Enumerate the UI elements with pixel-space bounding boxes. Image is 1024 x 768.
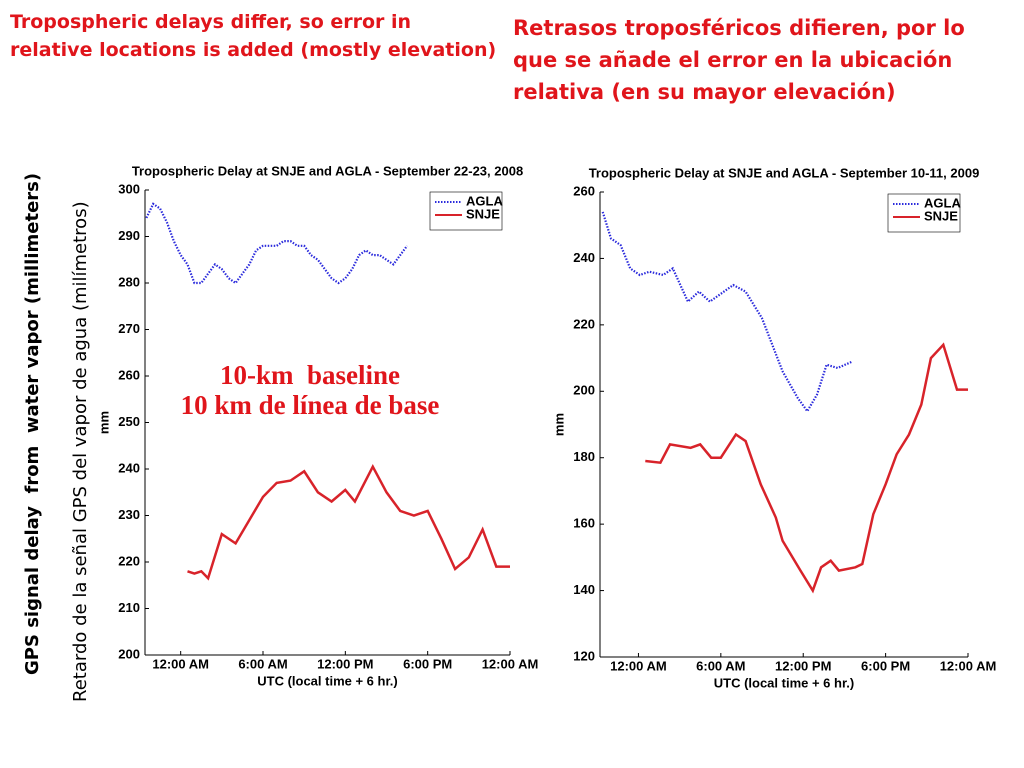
legend-label: AGLA (924, 195, 961, 210)
x-tick-label: 12:00 AM (152, 656, 209, 671)
y-tick-label: 250 (118, 414, 140, 429)
y-tick-label: 270 (118, 321, 140, 336)
legend-label: SNJE (924, 208, 958, 223)
x-tick-label: 12:00 AM (482, 656, 539, 671)
y-axis-label: mm (96, 411, 111, 434)
x-tick-label: 12:00 PM (775, 658, 831, 673)
y-tick-label: 230 (118, 507, 140, 522)
x-axis-label: UTC (local time + 6 hr.) (257, 673, 398, 688)
legend-label: SNJE (466, 206, 500, 221)
legend-box (887, 193, 961, 233)
x-tick-label: 6:00 PM (403, 656, 452, 671)
x-tick-label: 12:00 AM (610, 658, 667, 673)
y-tick-label: 200 (118, 646, 140, 661)
title-es: Retrasos troposféricos difieren, por lo … (513, 16, 965, 104)
annotation-en: 10-km baseline (219, 360, 400, 390)
annotation-es: 10 km de línea de base (180, 390, 440, 420)
legend-label: AGLA (466, 193, 503, 208)
x-tick-label: 6:00 PM (861, 658, 910, 673)
y-tick-label: 180 (573, 449, 595, 464)
y-tick-label: 260 (118, 367, 140, 382)
series-line (145, 202, 408, 285)
x-tick-label: 6:00 AM (238, 656, 287, 671)
series-line (645, 342, 968, 594)
y-tick-label: 140 (573, 582, 595, 597)
y-tick-label: 210 (118, 600, 140, 615)
x-tick-label: 12:00 PM (317, 656, 373, 671)
y-tick-label: 280 (118, 274, 140, 289)
y-tick-label: 290 (118, 228, 140, 243)
x-tick-label: 6:00 AM (696, 658, 745, 673)
y-tick-label: 220 (118, 553, 140, 568)
y-tick-label: 240 (573, 250, 595, 265)
series-line (601, 211, 854, 414)
y-tick-label: 300 (118, 181, 140, 196)
y-tick-label: 220 (573, 316, 595, 331)
x-axis-label: UTC (local time + 6 hr.) (714, 675, 855, 690)
chart-title: Tropospheric Delay at SNJE and AGLA - Se… (132, 163, 523, 178)
y-tick-label: 160 (573, 516, 595, 531)
y-tick-label: 200 (573, 383, 595, 398)
y-axis-label: mm (551, 413, 566, 436)
series-line (187, 464, 510, 581)
chart-title: Tropospheric Delay at SNJE and AGLA - Se… (589, 165, 980, 180)
x-tick-label: 12:00 AM (940, 658, 997, 673)
title-en: Tropospheric delays differ, so error in … (10, 11, 497, 61)
y-tick-label: 260 (573, 183, 595, 198)
y-tick-label: 120 (573, 648, 595, 663)
legend-box (429, 191, 503, 231)
y-tick-label: 240 (118, 460, 140, 475)
